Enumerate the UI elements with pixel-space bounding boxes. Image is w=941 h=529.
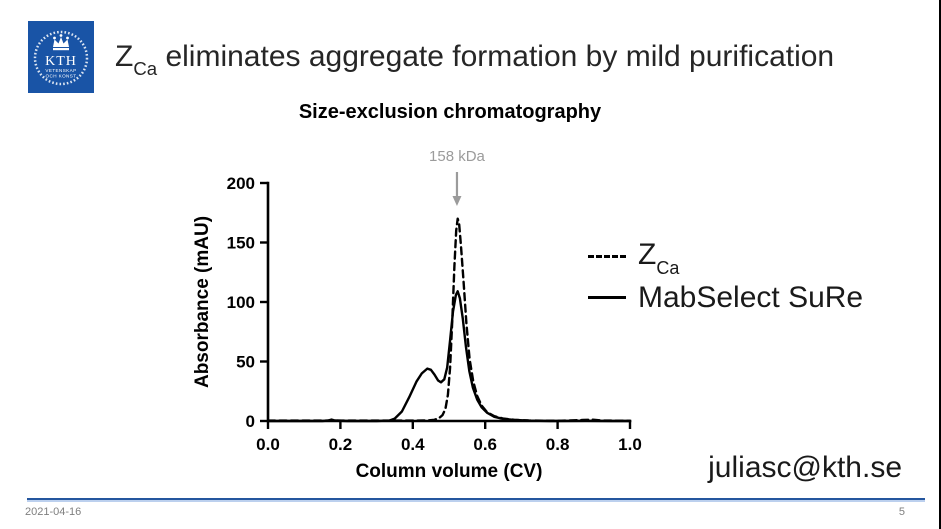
legend-item-mabselect: MabSelect SuRe [588,277,863,318]
footer-divider [27,498,925,502]
slide-title: ZCa eliminates aggregate formation by mi… [115,40,835,79]
x-axis-label: Column volume (CV) [356,461,543,482]
svg-text:0: 0 [246,412,255,431]
slide-title-subscript: Ca [133,58,158,79]
svg-text:0.0: 0.0 [256,435,280,454]
author-email: juliasc@kth.se [708,451,902,484]
chart-title: Size-exclusion chromatography [298,101,602,123]
chart-legend: ZCa MabSelect SuRe [588,236,863,318]
legend-label-zca-subscript: Ca [656,257,680,278]
slide-title-rest: eliminates aggregate formation by mild p… [157,40,835,73]
legend-item-zca: ZCa [588,236,863,277]
kth-logo-wreath [33,30,89,86]
legend-label-zca: ZCa [638,237,679,277]
kth-logo-subtext2: OCH KONST [46,74,77,79]
slide-title-z: Z [115,40,134,73]
svg-text:1.0: 1.0 [618,435,642,454]
svg-text:0.2: 0.2 [329,435,353,454]
y-axis-label: Absorbance (mAU) [192,216,213,388]
svg-text:100: 100 [227,293,255,312]
crown-icon [53,34,69,51]
kth-logo-background [28,21,94,93]
legend-label-mabselect: MabSelect SuRe [638,280,864,314]
series-dashed [266,217,632,422]
legend-label-zca-main: Z [638,237,657,271]
svg-text:50: 50 [236,353,255,372]
chromatogram-plot: 0 50 100 150 200 0.0 0.2 0.4 0.6 0.8 1.0 Column vol… [192,148,642,482]
svg-text:150: 150 [227,234,255,253]
annotation-158kda: 158 kDa [429,148,486,165]
series-solid [266,290,632,423]
kth-logo-text: KTH [45,54,77,69]
dashed-line-sample [588,255,626,258]
svg-text:200: 200 [227,174,255,193]
footer-date: 2021-04-16 [25,506,82,518]
down-arrow-icon [452,196,462,206]
svg-text:0.8: 0.8 [546,435,570,454]
svg-text:0.6: 0.6 [473,435,497,454]
svg-text:0.4: 0.4 [401,435,425,454]
kth-logo-subtext1: VETENSKAP [45,68,76,73]
kth-logo: KTH VETENSKAP OCH KONST [28,21,94,93]
solid-line-sample [588,296,626,299]
page-number: 5 [898,506,905,518]
